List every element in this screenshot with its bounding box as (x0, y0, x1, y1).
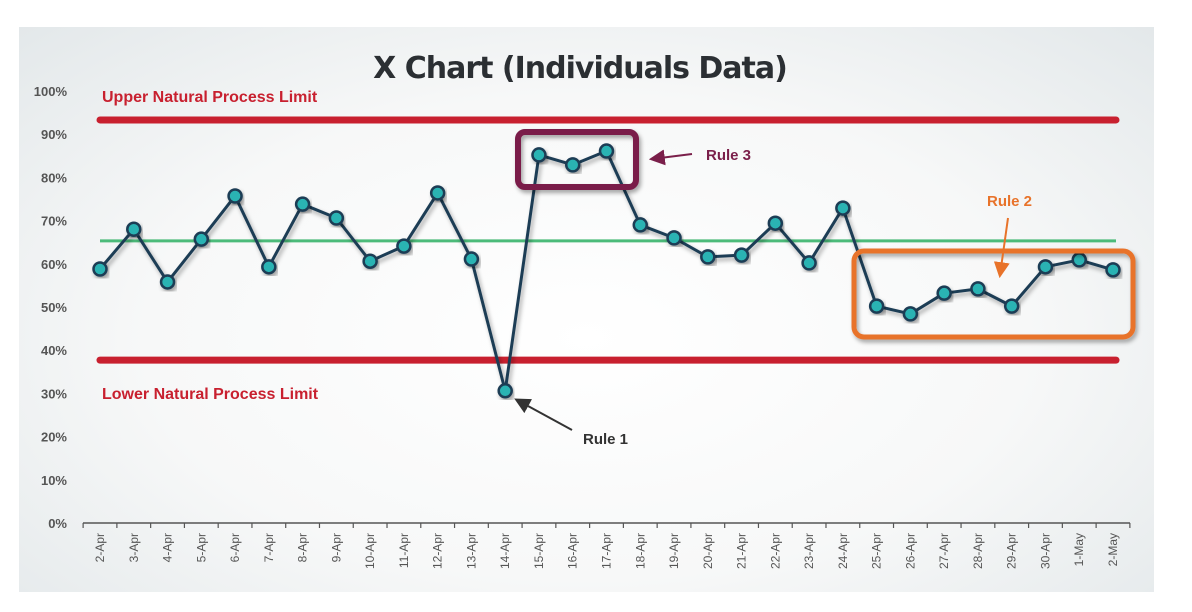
x-tick-label: 14-Apr (498, 533, 512, 569)
x-tick-label: 2-Apr (93, 533, 107, 562)
x-tick-label: 29-Apr (1005, 533, 1019, 569)
rule2-arrow (993, 217, 1010, 279)
data-point (328, 210, 345, 226)
x-tick-label: 8-Apr (296, 533, 310, 562)
x-tick-label: 16-Apr (566, 533, 580, 569)
y-tick-label: 10% (41, 473, 67, 488)
rule2-box (851, 248, 1136, 340)
data-point (970, 281, 986, 297)
data-point (868, 298, 885, 314)
data-point (497, 383, 513, 399)
data-point (92, 261, 108, 277)
data-point (463, 251, 480, 267)
chart-title: X Chart (Individuals Data) (373, 51, 787, 86)
x-tick-label: 18-Apr (633, 533, 647, 569)
data-point (733, 247, 750, 263)
data-point (801, 255, 817, 271)
rule3-label: Rule 3 (706, 147, 751, 164)
y-tick-label: 30% (41, 386, 67, 401)
data-point (835, 200, 851, 216)
y-tick-label: 50% (41, 300, 67, 315)
x-tick-label: 3-Apr (127, 533, 141, 562)
x-tick-label: 25-Apr (870, 533, 884, 569)
x-tick-label: 22-Apr (768, 533, 782, 569)
data-point (1071, 252, 1087, 268)
data-point (1003, 298, 1020, 314)
y-tick-label: 60% (41, 257, 67, 272)
data-point (666, 230, 682, 246)
upper-limit-label: Upper Natural Process Limit (102, 89, 318, 106)
rule3-box (515, 129, 639, 190)
data-point (598, 143, 615, 159)
x-tick-label: 4-Apr (161, 533, 175, 562)
data-point (936, 285, 952, 301)
rule3-arrow (648, 149, 693, 166)
x-axis: 2-Apr 3-Apr 4-Apr 5-Apr 6-Apr 7-Apr 8-Apr 9-Apr… (82, 522, 1131, 569)
x-tick-label: 2-May (1106, 533, 1120, 566)
rule1-arrow (514, 398, 573, 431)
data-point (362, 253, 378, 269)
x-tick-label: 10-Apr (363, 533, 377, 569)
x-tick-label: 6-Apr (228, 533, 242, 562)
data-point (294, 196, 311, 212)
x-tick-label: 19-Apr (667, 533, 681, 569)
data-series (92, 143, 1121, 399)
data-point (564, 157, 581, 173)
x-tick-label: 24-Apr (836, 533, 850, 569)
annotations: Rule 3 Rule 2 Rule 1 (514, 129, 1136, 448)
data-point (159, 274, 176, 290)
y-tick-label: 90% (41, 127, 67, 142)
rule2-label: Rule 2 (987, 193, 1032, 210)
y-tick-label: 40% (41, 343, 67, 358)
data-point (767, 215, 784, 231)
data-point (429, 185, 446, 201)
x-tick-label: 21-Apr (735, 533, 749, 569)
x-tick-label: 1-May (1072, 533, 1086, 566)
x-tick-label: 28-Apr (971, 533, 985, 569)
data-point (531, 147, 547, 163)
x-tick-label: 15-Apr (532, 533, 546, 569)
y-tick-label: 0% (48, 516, 67, 531)
y-axis: 0% 10% 20% 30% 40% 50% 60% 70% 80% 90% 100% (34, 84, 68, 531)
x-tick-label: 30-Apr (1038, 533, 1052, 569)
x-tick-label: 27-Apr (937, 533, 951, 569)
data-point (700, 249, 716, 265)
data-point (126, 221, 142, 237)
x-tick-label: 17-Apr (600, 533, 614, 569)
x-tick-label: 5-Apr (194, 533, 208, 562)
y-tick-label: 70% (41, 214, 67, 229)
limit-lines (96, 116, 1120, 364)
x-tick-label: 20-Apr (701, 533, 715, 569)
x-tick-label: 26-Apr (903, 533, 917, 569)
y-tick-label: 100% (34, 84, 68, 99)
x-tick-label: 12-Apr (431, 533, 445, 569)
data-point (193, 231, 210, 247)
x-tick-label: 11-Apr (397, 533, 411, 568)
x-tick-label: 23-Apr (802, 533, 816, 569)
y-tick-label: 20% (41, 430, 67, 445)
x-tick-label: 9-Apr (329, 533, 343, 562)
data-point (632, 217, 649, 233)
data-point (902, 306, 919, 322)
data-point (1037, 259, 1054, 275)
data-point (396, 238, 412, 254)
data-point (227, 188, 243, 204)
y-tick-label: 80% (41, 170, 67, 185)
rule1-label: Rule 1 (583, 431, 628, 448)
lower-limit-label: Lower Natural Process Limit (102, 386, 319, 403)
x-tick-label: 13-Apr (464, 533, 478, 569)
data-point (261, 259, 277, 275)
data-point (1105, 262, 1121, 278)
x-tick-label: 7-Apr (262, 533, 276, 562)
